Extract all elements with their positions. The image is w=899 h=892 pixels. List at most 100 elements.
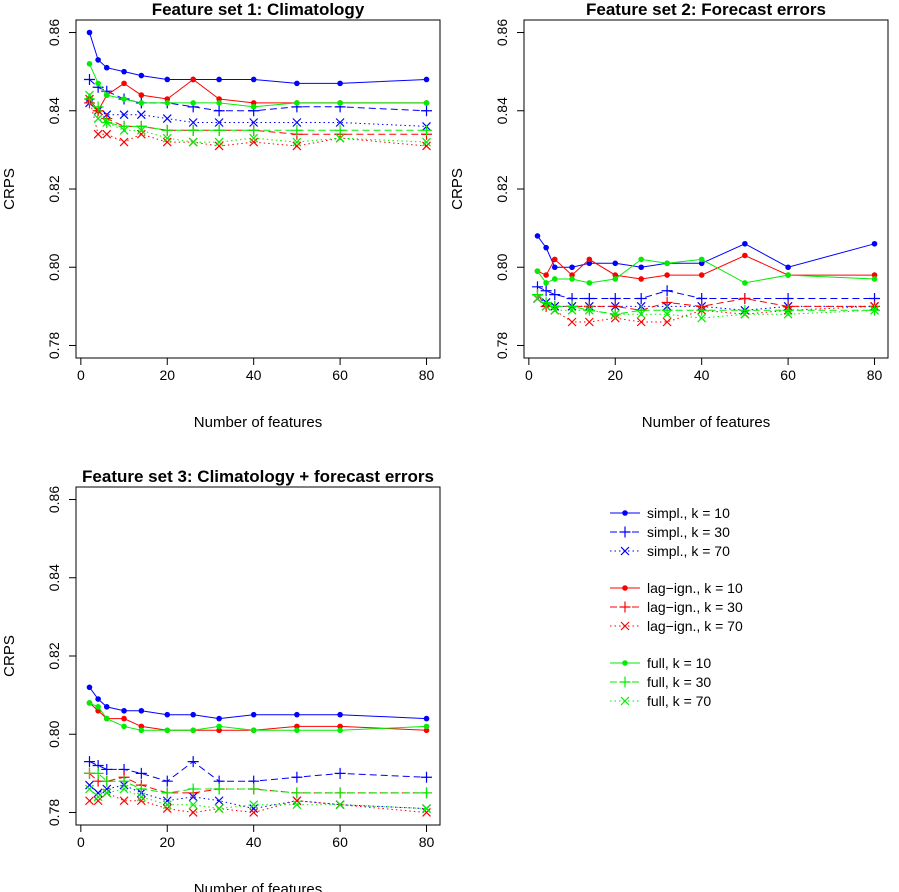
series-line [89, 98, 427, 131]
data-point [162, 114, 172, 124]
y-tick-label: 0.84 [46, 564, 62, 591]
data-point [337, 80, 343, 87]
series-l10 [86, 76, 430, 114]
data-point [421, 105, 433, 117]
data-point [291, 124, 303, 136]
data-point [871, 240, 878, 247]
legend-item-s70: simpl., k = 70 [610, 543, 730, 559]
data-point [423, 715, 430, 722]
y-tick-label: 0.80 [494, 253, 510, 280]
data-point [138, 707, 145, 714]
data-point [533, 294, 542, 303]
legend-marker [622, 585, 628, 591]
data-point [138, 92, 145, 98]
data-point [292, 796, 302, 806]
series-line [89, 760, 427, 782]
data-point [86, 61, 93, 67]
data-point [567, 317, 577, 327]
legend-item-s30: simpl., k = 30 [610, 524, 730, 540]
data-point [421, 771, 433, 783]
data-point [138, 723, 145, 730]
data-point [249, 118, 259, 127]
data-point [216, 727, 222, 734]
data-point [871, 272, 878, 278]
data-point [102, 118, 112, 127]
data-point [164, 100, 171, 106]
panel-2: Feature set 2: Forecast errors 0 20 40 60 80 0… [449, 0, 889, 431]
data-point [334, 767, 346, 779]
series-s30 [83, 756, 433, 787]
series-line [537, 254, 875, 280]
data-point [162, 137, 172, 147]
data-point [636, 309, 646, 319]
data-point [292, 141, 302, 151]
data-point [423, 100, 430, 106]
data-point [121, 723, 127, 730]
data-point [586, 280, 593, 286]
data-point [664, 272, 670, 278]
data-point [337, 723, 343, 730]
data-point [136, 792, 146, 802]
data-point [121, 715, 127, 722]
data-point [421, 787, 433, 799]
data-point [214, 141, 224, 151]
legend-marker [620, 621, 630, 631]
data-point [136, 129, 146, 139]
data-point [161, 787, 173, 799]
y-tick-label: 0.82 [494, 175, 510, 202]
series-line [537, 298, 875, 319]
data-point [534, 233, 541, 239]
data-point [187, 783, 199, 795]
data-point [121, 96, 127, 102]
plot-frame [523, 19, 889, 359]
data-point [422, 141, 431, 151]
data-point [540, 285, 552, 297]
data-point [214, 796, 224, 806]
data-point [250, 76, 257, 83]
data-point [870, 305, 879, 315]
data-point [249, 133, 259, 143]
series-f70 [85, 90, 431, 147]
data-point [249, 804, 259, 813]
x-axis-label: Number of features [642, 414, 770, 431]
legend-item-f30: full, k = 30 [610, 674, 711, 690]
data-point [102, 784, 112, 794]
data-point [119, 110, 129, 120]
y-axis-label: CRPS [1, 635, 18, 677]
legend-label: full, k = 30 [647, 674, 711, 690]
x-tick-label: 20 [159, 367, 175, 383]
legend-item-s10: simpl., k = 10 [610, 505, 730, 521]
data-point [121, 80, 127, 87]
legend-item-l10: lag−ign., k = 10 [610, 580, 743, 596]
legend-marker [622, 660, 628, 666]
data-point [138, 72, 145, 79]
x-tick-label: 40 [694, 367, 710, 383]
legend-label: lag−ign., k = 10 [647, 580, 743, 596]
legend-marker [620, 696, 630, 706]
x-tick-label: 60 [780, 367, 796, 383]
data-point [334, 124, 346, 136]
x-tick-label: 40 [246, 367, 262, 383]
data-point [550, 305, 560, 315]
data-point [739, 293, 751, 305]
data-point [551, 276, 558, 282]
series-line [89, 687, 427, 720]
series-s70 [533, 294, 879, 315]
series-s10 [86, 684, 430, 722]
legend: simpl., k = 10 simpl., k = 30 simpl., k = … [610, 505, 743, 709]
data-point [86, 684, 93, 691]
data-point [162, 804, 172, 813]
plot-frame [75, 19, 441, 359]
data-point [188, 137, 198, 147]
data-point [121, 707, 127, 714]
data-point [138, 100, 145, 106]
series-s70 [85, 98, 431, 131]
data-point [635, 293, 647, 305]
data-point [294, 80, 300, 87]
data-point [543, 280, 549, 286]
data-point [612, 276, 619, 282]
data-point [423, 723, 430, 730]
data-point [696, 304, 708, 316]
data-point [292, 800, 302, 810]
